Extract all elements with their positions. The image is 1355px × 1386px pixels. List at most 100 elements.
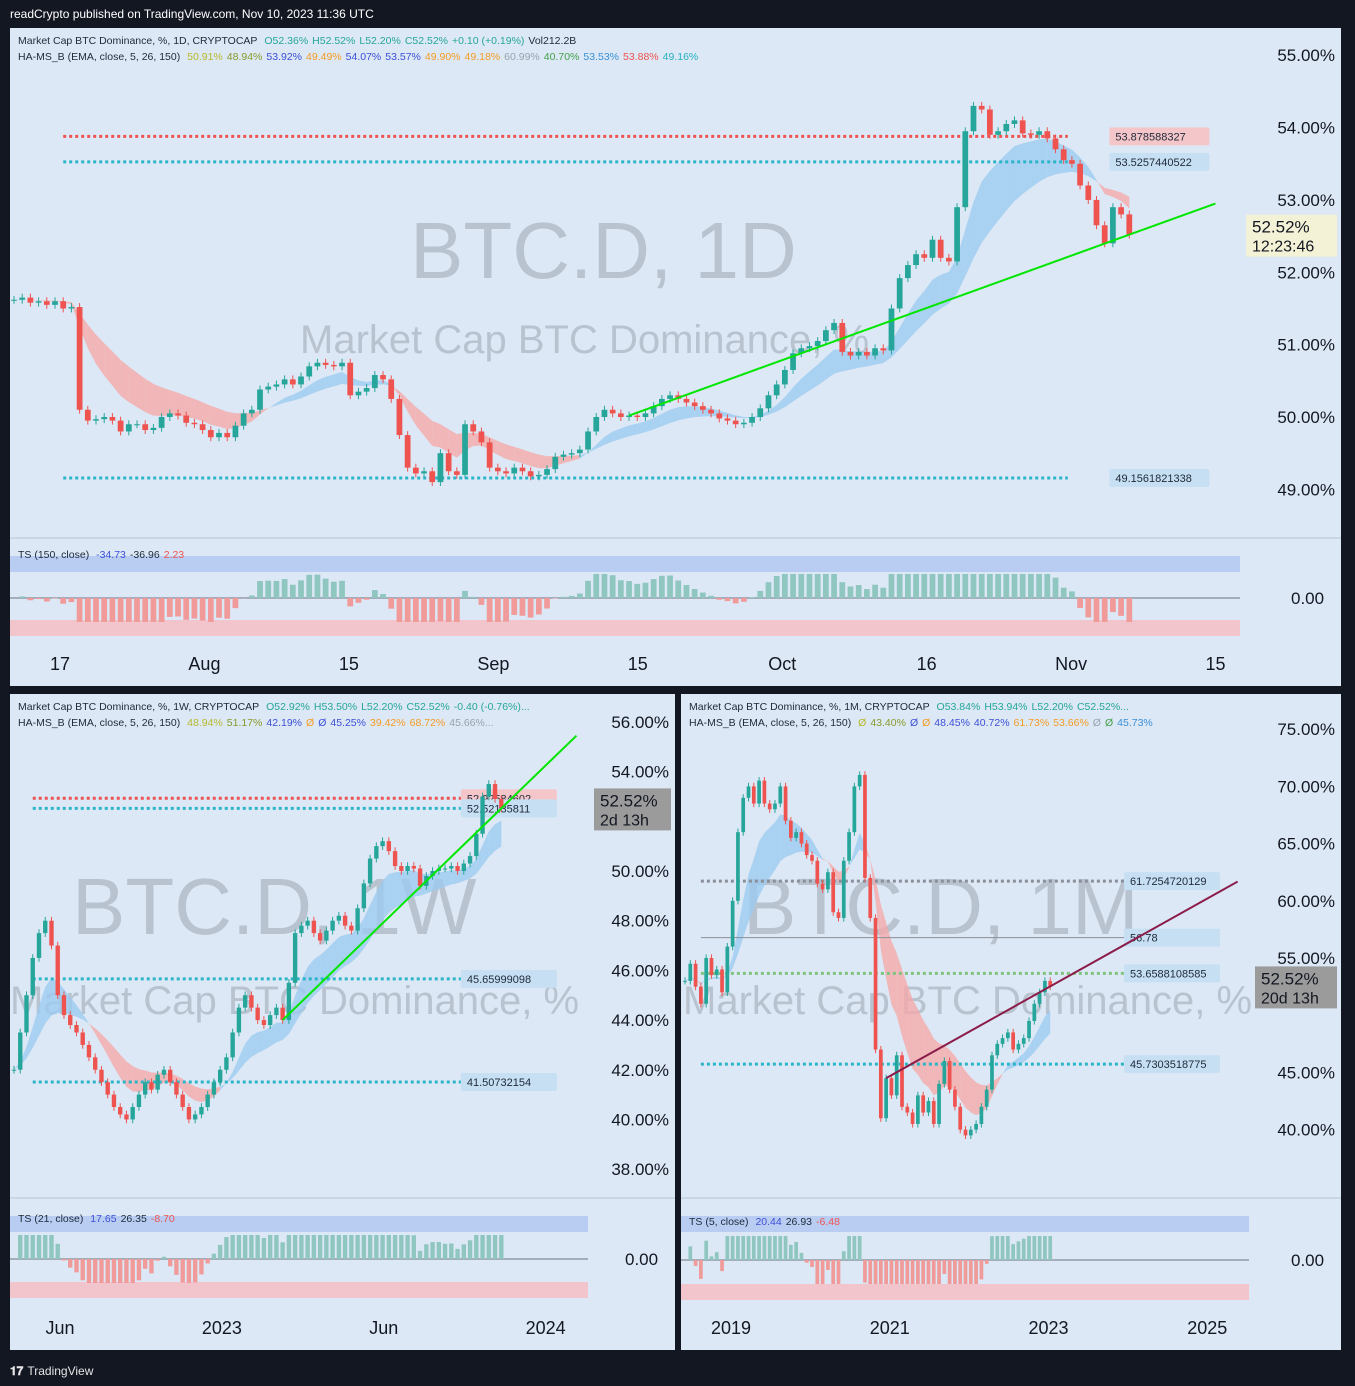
osc-histogram bbox=[688, 1236, 1053, 1284]
osc-bar bbox=[699, 592, 706, 598]
chart-svg-monthly[interactable]: BTC.D, 1M Market Cap BTC Dominance, % 75.0… bbox=[681, 694, 1341, 1350]
osc-bar bbox=[810, 1260, 814, 1267]
candle-body bbox=[732, 420, 739, 425]
level-label-box bbox=[1124, 964, 1221, 983]
tradingview-logo-icon: 𝟏𝟕 bbox=[10, 1364, 24, 1378]
candle-body bbox=[814, 341, 821, 347]
candle-body bbox=[142, 424, 149, 431]
price-tag bbox=[1246, 214, 1337, 257]
chart-panel-daily[interactable]: BTC.D, 1D Market Cap BTC Dominance, % 55.0… bbox=[10, 28, 1341, 686]
candle-body bbox=[913, 254, 919, 266]
ema-ribbon-segment bbox=[282, 1013, 289, 1041]
legend-indicator-title: HA-MS_B (EMA, close, 5, 26, 150) bbox=[18, 51, 181, 63]
legend-value: 39.42% bbox=[370, 717, 406, 729]
candle-body bbox=[404, 435, 411, 468]
candle-body bbox=[280, 1007, 285, 1021]
osc-bar bbox=[1101, 598, 1108, 622]
ema-ribbon-segment bbox=[401, 870, 408, 905]
osc-bar bbox=[560, 596, 567, 598]
ema-ribbon-segment bbox=[96, 334, 105, 376]
osc-bar bbox=[741, 1236, 746, 1260]
ema-ribbon-segment bbox=[245, 1035, 252, 1063]
candle-body bbox=[136, 1094, 142, 1108]
osc-bar bbox=[84, 598, 91, 622]
ema-ribbon-segment bbox=[169, 390, 179, 416]
ema-ribbon-segment bbox=[748, 858, 754, 922]
osc-bar bbox=[1000, 1236, 1005, 1260]
ema-ribbon-segment bbox=[809, 364, 818, 391]
candle-body bbox=[864, 351, 870, 356]
osc-bar bbox=[386, 1235, 392, 1259]
osc-bar bbox=[913, 574, 919, 598]
ema-ribbon-segment bbox=[880, 904, 887, 979]
osc-upper-band bbox=[10, 1216, 588, 1232]
osc-bar bbox=[412, 598, 419, 622]
osc-bar bbox=[61, 1259, 67, 1261]
osc-upper-band bbox=[10, 556, 1240, 572]
ema-ribbon-segment bbox=[260, 407, 269, 415]
candle-body bbox=[1027, 1020, 1031, 1039]
candle-body bbox=[926, 1101, 931, 1113]
candle-body bbox=[1011, 120, 1018, 124]
footer-brand[interactable]: 𝟏𝟕 TradingView bbox=[0, 1356, 1355, 1386]
ema-ribbon-segment bbox=[817, 849, 823, 860]
candle-body bbox=[527, 471, 534, 477]
level-label-box bbox=[460, 799, 557, 818]
osc-bar bbox=[191, 598, 198, 619]
candle-body bbox=[826, 872, 830, 890]
ema-ribbon-segment bbox=[284, 394, 293, 403]
chart-panel-weekly[interactable]: BTC.D, 1WMarket Cap BTC Dominance, %56.0… bbox=[10, 694, 675, 1350]
osc-bar bbox=[289, 584, 296, 598]
y-tick-label: 50.00% bbox=[611, 862, 669, 881]
legend-value: Ø bbox=[858, 717, 867, 729]
watermark-description: Market Cap BTC Dominance, % bbox=[300, 318, 869, 362]
candle-body bbox=[429, 471, 436, 483]
candle-body bbox=[1037, 992, 1042, 1004]
osc-bar bbox=[987, 574, 993, 598]
legend-value: 20.44 bbox=[755, 1216, 782, 1228]
osc-bar bbox=[1110, 598, 1116, 613]
candle-body bbox=[249, 995, 254, 1008]
ema-ribbon-segment bbox=[153, 383, 162, 416]
ema-ribbon-segment bbox=[186, 395, 195, 419]
osc-bar bbox=[716, 598, 723, 600]
osc-bar bbox=[942, 1260, 947, 1274]
osc-bar bbox=[896, 574, 903, 598]
chart-svg-daily[interactable]: BTC.D, 1D Market Cap BTC Dominance, % 55.0… bbox=[10, 28, 1341, 686]
osc-bar bbox=[855, 585, 862, 598]
y-tick-label: 46.00% bbox=[611, 961, 669, 980]
legend-value: 45.25% bbox=[330, 717, 366, 729]
osc-bar bbox=[593, 574, 600, 598]
candle-body bbox=[361, 883, 367, 909]
ema-ribbon-segment bbox=[351, 928, 358, 963]
trendline bbox=[281, 734, 578, 1021]
chart-panel-monthly[interactable]: BTC.D, 1M Market Cap BTC Dominance, % 75.0… bbox=[681, 694, 1341, 1350]
candle-body bbox=[511, 467, 518, 474]
candle-body bbox=[192, 1114, 198, 1120]
osc-lower-band bbox=[10, 620, 1240, 636]
ema-ribbon-segment bbox=[226, 1071, 233, 1084]
osc-bar bbox=[762, 1236, 767, 1260]
osc-bar bbox=[455, 1248, 460, 1259]
ema-ribbon-segment bbox=[1023, 1046, 1030, 1063]
candle-body bbox=[494, 467, 501, 472]
ema-ribbon-segment bbox=[497, 440, 507, 460]
candle-body bbox=[281, 379, 288, 385]
ema-ribbon-segment bbox=[637, 421, 646, 435]
ema-ribbon-segment bbox=[145, 378, 154, 416]
ema-ribbon-segment bbox=[940, 271, 949, 309]
osc-bar bbox=[248, 595, 255, 598]
osc-bar bbox=[175, 598, 181, 617]
osc-bar bbox=[794, 1241, 799, 1260]
osc-bar bbox=[720, 1260, 724, 1272]
legend-value: 60.99% bbox=[504, 51, 540, 63]
ema-ribbon-segment bbox=[1014, 143, 1023, 202]
chart-svg-weekly[interactable]: BTC.D, 1WMarket Cap BTC Dominance, %56.0… bbox=[10, 694, 675, 1350]
x-tick-label: 2019 bbox=[711, 1318, 751, 1338]
osc-bar bbox=[990, 1236, 994, 1260]
osc-bar bbox=[931, 1260, 936, 1284]
osc-bar bbox=[324, 1235, 329, 1259]
ema-ribbon-segment bbox=[571, 455, 580, 462]
osc-bar bbox=[826, 1260, 830, 1270]
ema-ribbon-segment bbox=[891, 940, 897, 1016]
